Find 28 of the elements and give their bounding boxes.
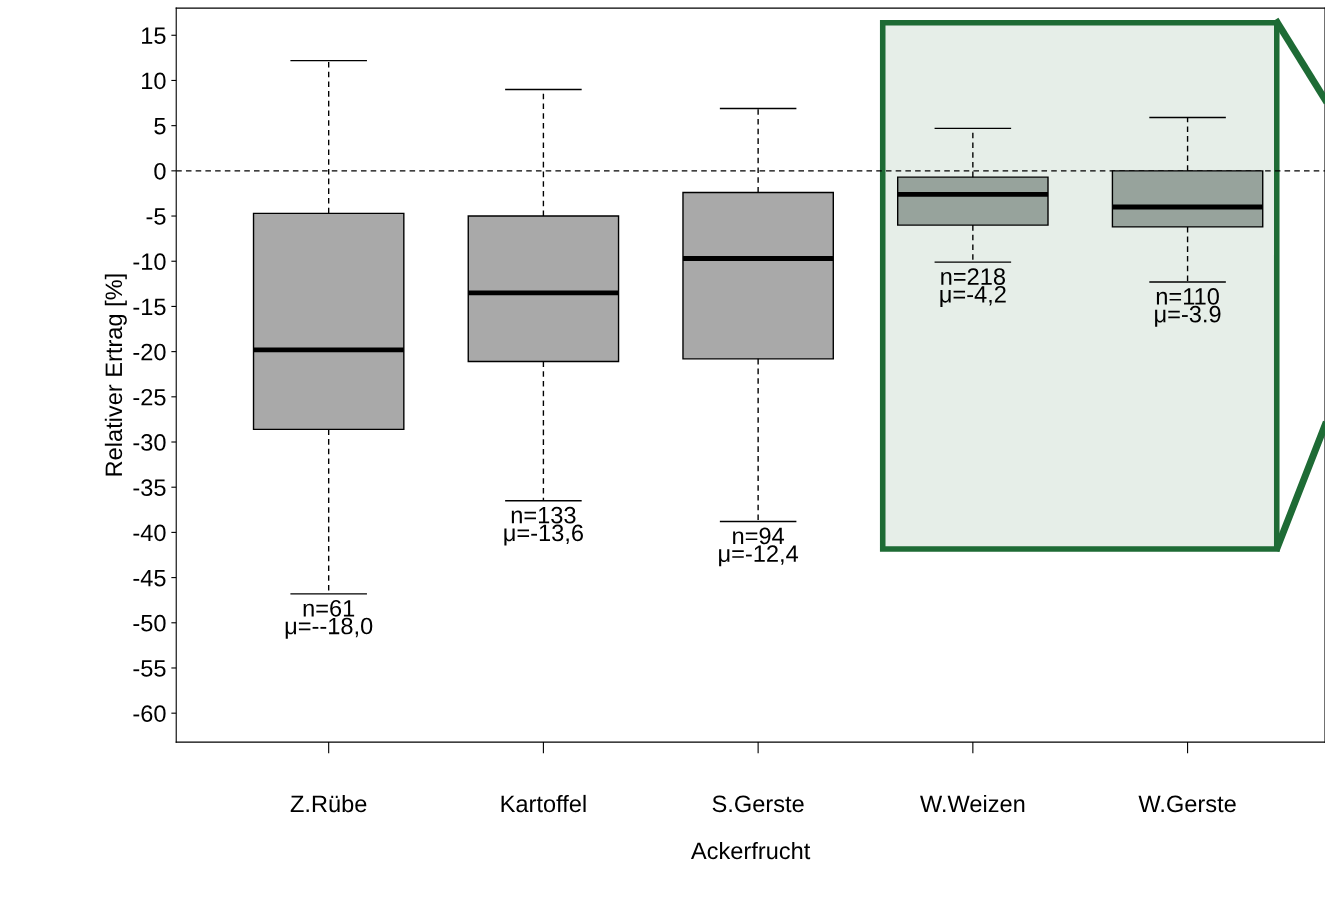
y-tick-label: -25 (133, 388, 166, 406)
y-tick-label: 15 (142, 27, 166, 45)
annotation: n=61 μ=--18,0 (285, 599, 373, 639)
x-tick-label: S.Gerste (712, 795, 804, 813)
y-tick-label: 0 (154, 162, 166, 180)
y-tick-label: 10 (142, 72, 166, 90)
y-tick-label: -30 (133, 434, 166, 451)
y-tick-label: -40 (133, 524, 166, 542)
y-tick-label: -60 (133, 705, 166, 722)
y-tick-label: -45 (133, 569, 166, 587)
annotation: n=110 μ=-3.9 (1155, 288, 1221, 327)
x-tick-label: W.Weizen (920, 794, 1025, 813)
y-tick-label: -55 (133, 660, 166, 677)
y-tick-label: -35 (133, 479, 166, 496)
annotation: n=133 μ=-13,6 (504, 506, 583, 546)
y-tick-label: -20 (133, 343, 166, 361)
x-tick-label: Z.Rübe (290, 794, 367, 813)
y-tick-label: 5 (154, 117, 166, 135)
x-tick-label: Kartoffel (501, 794, 586, 813)
y-tick-label: -5 (146, 208, 166, 225)
x-tick-label: W.Gerste (1138, 795, 1236, 813)
annotation: n=94 μ=-12,4 (719, 527, 799, 567)
annotation: n=218 μ=-4,2 (940, 268, 1006, 307)
y-tick-label: -50 (133, 614, 166, 632)
y-tick-label: -10 (133, 253, 166, 271)
y-tick-label: -15 (133, 298, 166, 316)
x-axis-title: Ackerfrucht (690, 841, 811, 860)
y-axis-title: Relativer Ertrag [%] (104, 274, 127, 476)
